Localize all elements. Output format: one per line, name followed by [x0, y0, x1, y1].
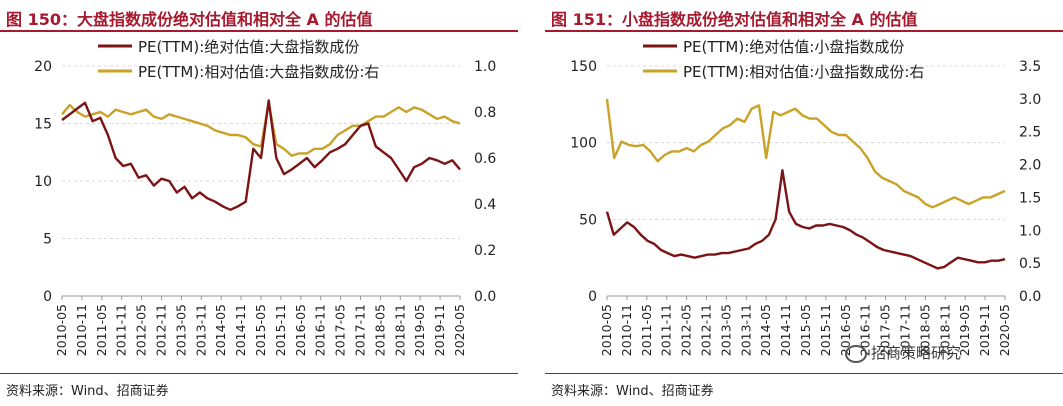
legend-label: PE(TTM):绝对估值:大盘指数成份 — [138, 38, 359, 56]
x-tick-label: 2017-11 — [353, 304, 368, 356]
x-tick-label: 2013-11 — [738, 304, 753, 356]
y-left-tick-label: 150 — [570, 59, 597, 75]
x-tick-label: 2015-05 — [798, 304, 813, 356]
x-tick-label: 2010-05 — [599, 304, 614, 356]
legend-label: PE(TTM):相对估值:小盘指数成份:右 — [683, 63, 924, 81]
x-tick-label: 2011-05 — [94, 304, 109, 356]
x-tick-label: 2019-11 — [977, 304, 992, 356]
x-tick-label: 2013-11 — [193, 304, 208, 356]
x-tick-label: 2010-05 — [54, 304, 69, 356]
source-note: 资料来源：Wind、招商证券 — [6, 384, 169, 399]
y-right-tick-label: 0.2 — [474, 243, 496, 259]
title-divider — [0, 30, 518, 32]
y-left-tick-label: 0 — [588, 289, 597, 305]
x-tick-label: 2011-11 — [659, 304, 674, 356]
x-tick-label: 2017-05 — [878, 304, 893, 356]
x-tick-label: 2010-11 — [619, 304, 634, 356]
series-line — [61, 101, 461, 157]
x-tick-label: 2014-11 — [778, 304, 793, 356]
chart-small-cap-valuation: 0 50 100 150 0.0 0.5 1.0 1.5 2.0 2.5 3.0 3.5 2010-05… — [570, 38, 1041, 356]
x-tick-label: 2019-05 — [412, 304, 427, 356]
y-right-tick-label: 0.6 — [474, 151, 496, 167]
x-tick-label: 2018-05 — [917, 304, 932, 356]
figure-title: 图 151：小盘指数成份绝对估值和相对全 A 的估值 — [551, 10, 918, 29]
x-tick-label: 2014-05 — [758, 304, 773, 356]
legend-label: PE(TTM):绝对估值:小盘指数成份 — [683, 38, 904, 56]
series-line — [605, 98, 1006, 209]
x-tick-label: 2019-05 — [957, 304, 972, 356]
panel-small-cap: 图 151：小盘指数成份绝对估值和相对全 A 的估值 0 50 100 150 0.0 0… — [545, 0, 1063, 406]
y-left-tick-label: 50 — [579, 212, 597, 228]
y-right-tick-label: 2.5 — [1019, 125, 1041, 141]
x-tick-label: 2013-05 — [718, 304, 733, 356]
x-tick-label: 2016-11 — [313, 304, 328, 356]
series-line — [605, 169, 1006, 270]
y-left-tick-label: 5 — [43, 232, 52, 248]
x-tick-label: 2010-11 — [74, 304, 89, 356]
x-tick-label: 2012-05 — [679, 304, 694, 356]
x-tick-label: 2014-05 — [213, 304, 228, 356]
x-tick-label: 2018-11 — [937, 304, 952, 356]
x-tick-label: 2016-05 — [293, 304, 308, 356]
x-tick-label: 2015-05 — [253, 304, 268, 356]
wechat-icon — [845, 344, 867, 363]
watermark: 招商策略研究 — [845, 342, 961, 363]
y-right-tick-label: 3.5 — [1019, 59, 1041, 75]
x-tick-label: 2012-11 — [699, 304, 714, 356]
x-tick-label: 2015-11 — [273, 304, 288, 356]
x-tick-label: 2017-11 — [898, 304, 913, 356]
y-right-tick-label: 0.0 — [474, 289, 496, 305]
y-right-tick-label: 0.0 — [1019, 289, 1041, 305]
y-right-tick-label: 3.0 — [1019, 92, 1041, 108]
y-right-tick-label: 0.8 — [474, 105, 496, 121]
x-tick-label: 2011-11 — [114, 304, 129, 356]
x-tick-label: 2018-11 — [392, 304, 407, 356]
y-left-tick-label: 0 — [43, 289, 52, 305]
y-left-tick-label: 20 — [34, 59, 52, 75]
figure-title: 图 150：大盘指数成份绝对估值和相对全 A 的估值 — [6, 10, 373, 29]
x-tick-label: 2011-05 — [639, 304, 654, 356]
y-right-tick-label: 1.5 — [1019, 190, 1041, 206]
x-tick-label: 2012-11 — [154, 304, 169, 356]
series-line — [61, 99, 461, 212]
source-note: 资料来源：Wind、招商证券 — [551, 384, 714, 399]
x-tick-label: 2012-05 — [134, 304, 149, 356]
x-tick-label: 2016-05 — [838, 304, 853, 356]
x-tick-label: 2018-05 — [372, 304, 387, 356]
x-tick-label: 2017-05 — [333, 304, 348, 356]
x-tick-label: 2020-05 — [997, 304, 1012, 356]
y-right-tick-label: 0.4 — [474, 197, 496, 213]
y-right-tick-label: 1.0 — [474, 59, 496, 75]
source-divider — [545, 373, 1063, 374]
x-tick-label: 2020-05 — [452, 304, 467, 356]
y-right-tick-label: 0.5 — [1019, 256, 1041, 272]
x-tick-label: 2013-05 — [173, 304, 188, 356]
x-tick-label: 2019-11 — [432, 304, 447, 356]
y-left-tick-label: 15 — [34, 117, 52, 133]
y-left-tick-label: 100 — [570, 136, 597, 152]
title-divider — [545, 30, 1063, 32]
source-divider — [0, 373, 518, 374]
x-tick-label: 2015-11 — [818, 304, 833, 356]
x-tick-label: 2016-11 — [858, 304, 873, 356]
y-right-tick-label: 1.0 — [1019, 223, 1041, 239]
panel-large-cap: 图 150：大盘指数成份绝对估值和相对全 A 的估值 0 5 10 15 20 0.0 0.… — [0, 0, 518, 406]
chart-large-cap-valuation: 0 5 10 15 20 0.0 0.2 0.4 0.6 0.8 1.0 2010-05 2010-11… — [34, 38, 496, 356]
y-left-tick-label: 10 — [34, 174, 52, 190]
watermark-text: 招商策略研究 — [871, 344, 962, 362]
legend-label: PE(TTM):相对估值:大盘指数成份:右 — [138, 63, 379, 81]
y-right-tick-label: 2.0 — [1019, 158, 1041, 174]
x-tick-label: 2014-11 — [233, 304, 248, 356]
